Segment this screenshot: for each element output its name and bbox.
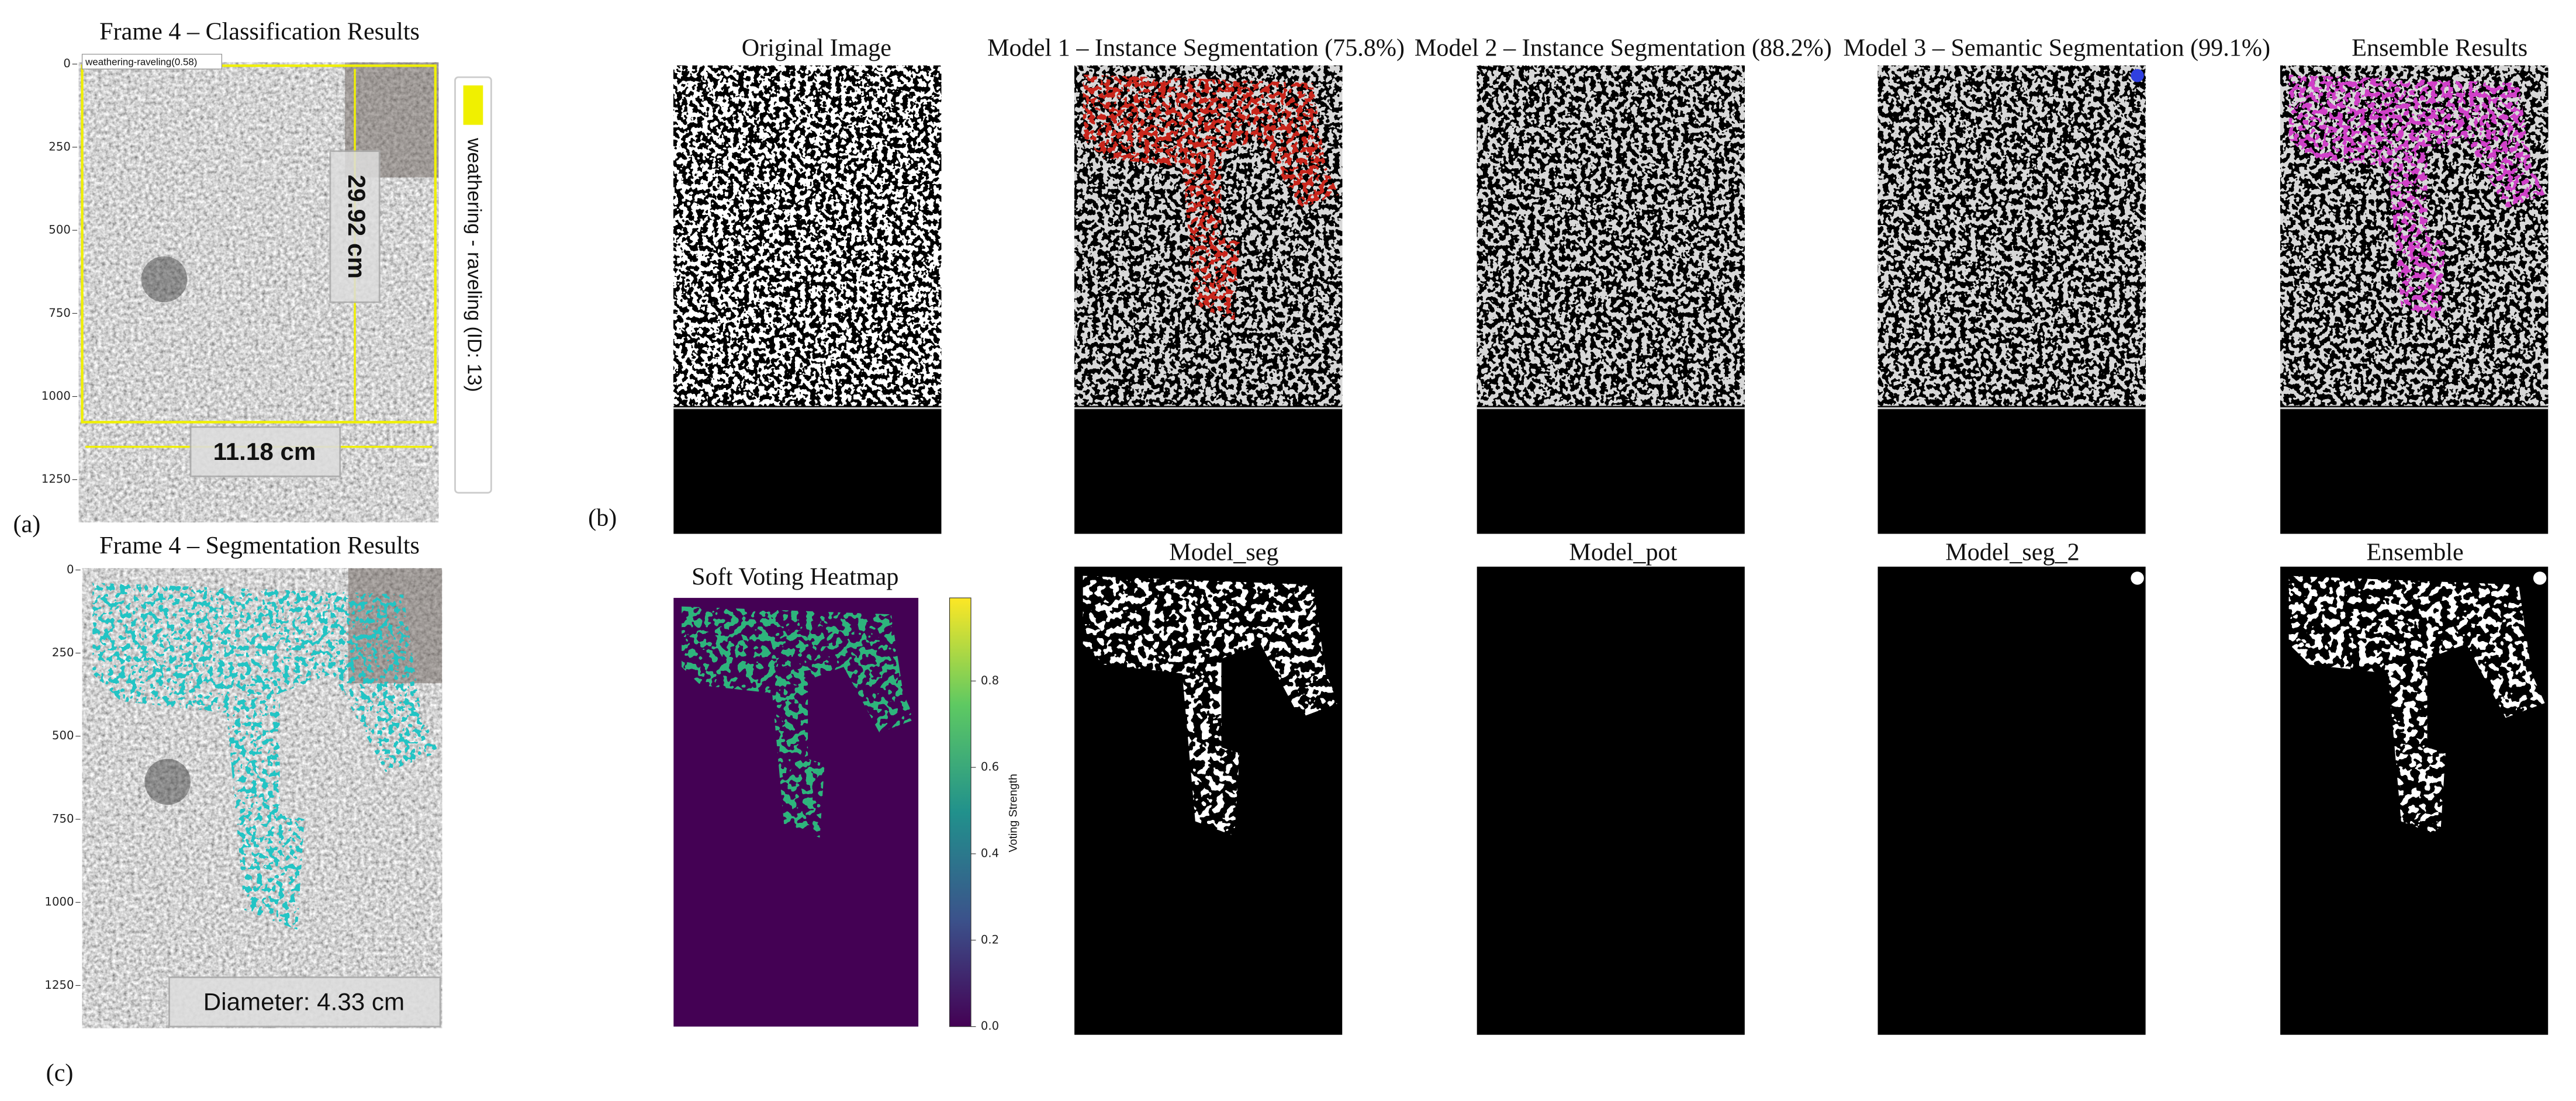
legend-swatch [463, 85, 483, 125]
colorbar-tick-label: 0.4 [981, 846, 999, 860]
bbox-label-bg [81, 54, 222, 70]
width-label-bg [189, 426, 341, 477]
y-tick-label: 1250 [42, 472, 71, 486]
y-tick-label: 0 [63, 57, 71, 70]
height-label: 29.92 cm [343, 175, 371, 279]
panel-title: Frame 4 – Segmentation Results [99, 532, 420, 559]
colorbar-tick-label: 0.0 [981, 1019, 999, 1033]
colorbar-tick-label: 0.8 [981, 674, 999, 687]
model-title: Model 1 – Instance Segmentation (75.8%) [987, 34, 1405, 62]
colorbar-label: Voting Strength [1007, 774, 1019, 852]
models-row: Original Image Model 1 – Instance Segment… [673, 34, 2549, 534]
mask-title: Model_pot [1569, 538, 1677, 566]
heatmap-title: Soft Voting Heatmap [691, 563, 898, 591]
diameter-bg [168, 976, 441, 1028]
panel-label: (a) [13, 511, 40, 538]
y-tick-label: 250 [52, 646, 74, 659]
mask [1477, 566, 1745, 1035]
image-texture [1477, 65, 1745, 406]
panel-label: (c) [46, 1059, 74, 1086]
colorbar-tick-label: 0.6 [981, 760, 999, 774]
diameter-label: Diameter: 4.33 cm [203, 988, 404, 1015]
masks-row: Model_seg Model_pot Model_seg_2 Ensemble [1074, 538, 2549, 1035]
model-title: Model 3 – Semantic Segmentation (99.1%) [1844, 34, 2270, 62]
y-tick-label: 1000 [44, 895, 74, 909]
y-tick-label: 500 [49, 223, 71, 237]
panel-label: (b) [588, 504, 617, 531]
mask-title: Ensemble [2366, 538, 2463, 566]
y-tick-label: 500 [52, 729, 74, 742]
colorbar-tick-label: 0.2 [981, 933, 999, 946]
y-tick-label: 1250 [44, 978, 74, 992]
colorbar [949, 597, 971, 1027]
mask-blob [2533, 572, 2547, 585]
y-tick-label: 750 [52, 812, 74, 825]
width-label: 11.18 cm [213, 438, 316, 465]
y-tick-label: 0 [67, 563, 74, 576]
legend-box [454, 76, 492, 494]
mask-title: Model_seg [1169, 538, 1278, 566]
mask-title: Model_seg_2 [1945, 538, 2079, 566]
mask [1877, 566, 2146, 1035]
mask-blob [2131, 572, 2144, 585]
overlay [2131, 69, 2144, 82]
bbox-label: weathering-raveling(0.58) [85, 56, 197, 67]
image-texture [673, 65, 942, 406]
model-title: Model 2 – Instance Segmentation (88.2%) [1415, 34, 1832, 62]
model-title: Original Image [742, 34, 891, 62]
panel-title: Frame 4 – Classification Results [99, 18, 420, 45]
y-tick-label: 250 [49, 140, 71, 153]
image-texture [1877, 65, 2146, 406]
bbox [81, 64, 437, 424]
pothole [144, 759, 191, 805]
legend-text: weathering - raveling (ID: 13) [464, 137, 486, 392]
y-tick-label: 1000 [42, 389, 71, 403]
height-label-bg [329, 150, 381, 303]
y-tick-label: 750 [49, 306, 71, 320]
model-title: Ensemble Results [2352, 34, 2527, 62]
pothole [141, 256, 188, 303]
